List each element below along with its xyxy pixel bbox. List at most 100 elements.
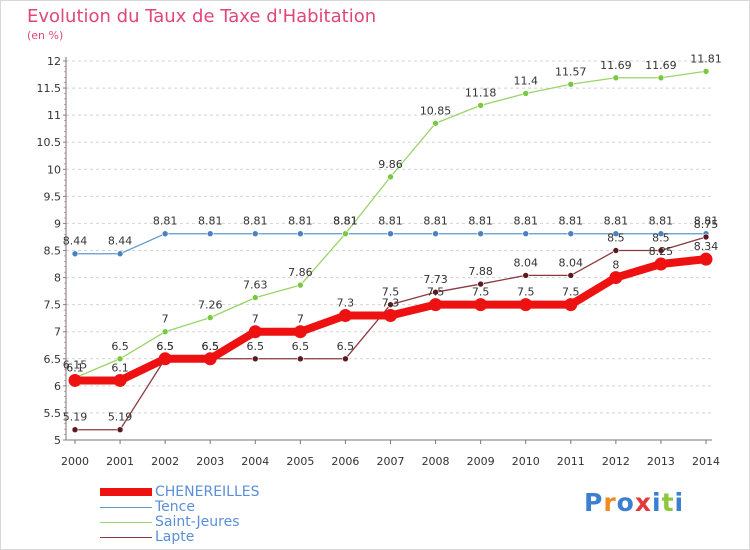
data-label-chenereilles: 6.5 — [156, 340, 174, 353]
data-point-tence — [161, 230, 169, 238]
data-label-saint-jeures: 11.81 — [690, 52, 722, 65]
data-label-saint-jeures: 11.57 — [555, 65, 587, 78]
data-label-chenereilles: 7.5 — [472, 286, 490, 299]
x-tick-label: 2011 — [557, 455, 585, 468]
x-tick-label: 2001 — [106, 455, 134, 468]
data-point-chenereilles — [68, 373, 82, 387]
data-label-lapte: 7.5 — [382, 286, 400, 299]
data-label-saint-jeures: 11.18 — [465, 86, 497, 99]
data-label-saint-jeures: 7.63 — [243, 279, 268, 292]
y-tick-label: 8.5 — [44, 245, 62, 258]
data-point-lapte — [116, 426, 124, 434]
data-label-lapte: 6.5 — [247, 340, 265, 353]
data-label-lapte: 8.5 — [607, 232, 625, 245]
x-tick-label: 2000 — [61, 455, 89, 468]
data-label-tence: 8.81 — [694, 215, 719, 228]
logo-letter: o — [616, 488, 635, 517]
x-tick-label: 2010 — [512, 455, 540, 468]
proxiti-logo: Proxiti — [584, 488, 684, 517]
data-point-lapte — [342, 355, 349, 363]
data-label-lapte: 5.19 — [63, 411, 88, 424]
data-label-chenereilles: 7.3 — [337, 296, 355, 309]
data-label-lapte: 6.5 — [337, 340, 355, 353]
chart-title: Evolution du Taux de Taxe d'Habitation — [27, 6, 377, 27]
data-label-lapte: 5.19 — [108, 411, 133, 424]
logo-letter: P — [584, 488, 604, 517]
x-tick-label: 2002 — [151, 455, 179, 468]
data-point-tence — [612, 230, 620, 238]
data-point-saint-jeures — [702, 67, 710, 75]
data-label-saint-jeures: 7.86 — [288, 266, 313, 279]
y-tick-label: 7 — [54, 326, 61, 339]
data-label-tence: 8.81 — [243, 215, 268, 228]
data-point-saint-jeures — [567, 80, 575, 88]
data-label-tence: 8.44 — [108, 235, 133, 248]
y-tick-label: 5.5 — [44, 407, 62, 420]
x-tick-label: 2007 — [377, 455, 405, 468]
data-point-chenereilles — [158, 352, 172, 366]
x-tick-label: 2005 — [286, 455, 314, 468]
x-tick-label: 2004 — [241, 455, 269, 468]
data-point-saint-jeures — [342, 230, 349, 238]
data-point-chenereilles — [248, 325, 262, 339]
data-label-saint-jeures: 7 — [162, 313, 169, 326]
data-label-chenereilles: 7.5 — [517, 286, 535, 299]
data-point-tence — [522, 230, 530, 238]
data-point-tence — [71, 250, 79, 258]
legend-swatch-lapte — [100, 537, 152, 538]
data-point-chenereilles — [654, 257, 668, 271]
logo-letter: r — [603, 488, 617, 517]
data-label-tence: 8.81 — [153, 215, 178, 228]
data-point-lapte — [477, 280, 484, 288]
y-tick-label: 7.5 — [44, 299, 62, 312]
data-label-lapte: 8.04 — [559, 256, 584, 269]
y-tick-label: 10 — [47, 163, 61, 176]
data-label-tence: 8.81 — [513, 215, 538, 228]
y-tick-label: 5 — [54, 434, 61, 447]
data-label-chenereilles: 7.3 — [382, 296, 400, 309]
x-tick-label: 2006 — [331, 455, 359, 468]
y-tick-label: 9 — [54, 217, 61, 230]
data-point-tence — [567, 230, 575, 238]
data-point-tence — [297, 230, 304, 238]
x-tick-label: 2012 — [602, 455, 630, 468]
x-tick-label: 2003 — [196, 455, 224, 468]
data-label-chenereilles: 7.5 — [427, 286, 445, 299]
data-point-chenereilles — [564, 298, 578, 312]
data-point-lapte — [251, 355, 259, 363]
series-line-lapte — [74, 236, 707, 431]
legend-swatch-chenereilles — [100, 488, 152, 496]
data-label-chenereilles: 6.5 — [201, 340, 219, 353]
x-tick-label: 2013 — [647, 455, 675, 468]
data-label-chenereilles: 8.25 — [649, 245, 674, 258]
logo-letter: i — [674, 488, 685, 517]
data-point-tence — [206, 230, 214, 238]
data-point-chenereilles — [474, 298, 488, 312]
data-label-lapte: 6.5 — [292, 340, 310, 353]
data-point-chenereilles — [519, 298, 533, 312]
x-tick-label: 2014 — [692, 455, 720, 468]
data-point-tence — [432, 230, 439, 238]
data-label-chenereilles: 8 — [612, 259, 619, 272]
data-label-tence: 8.81 — [333, 215, 358, 228]
legend-label-tence: Tence — [155, 499, 195, 515]
data-point-saint-jeures — [387, 173, 394, 181]
data-point-lapte — [567, 272, 575, 279]
y-tick-label: 11 — [47, 109, 61, 122]
y-tick-label: 6.5 — [44, 353, 62, 366]
data-label-lapte: 6.5 — [201, 340, 219, 353]
data-label-lapte: 8.75 — [694, 218, 719, 231]
y-tick-label: 10.5 — [37, 136, 62, 149]
y-tick-label: 12 — [47, 55, 61, 68]
data-point-tence — [657, 230, 665, 238]
data-point-saint-jeures — [251, 294, 259, 301]
data-point-saint-jeures — [657, 74, 665, 82]
data-point-chenereilles — [293, 325, 307, 339]
data-point-saint-jeures — [116, 355, 124, 363]
data-label-lapte: 8.5 — [652, 232, 670, 245]
data-label-chenereilles: 7.5 — [562, 286, 580, 299]
legend-label-lapte: Lapte — [155, 529, 195, 545]
data-label-tence: 8.81 — [378, 215, 403, 228]
data-label-chenereilles: 6.1 — [66, 361, 84, 374]
